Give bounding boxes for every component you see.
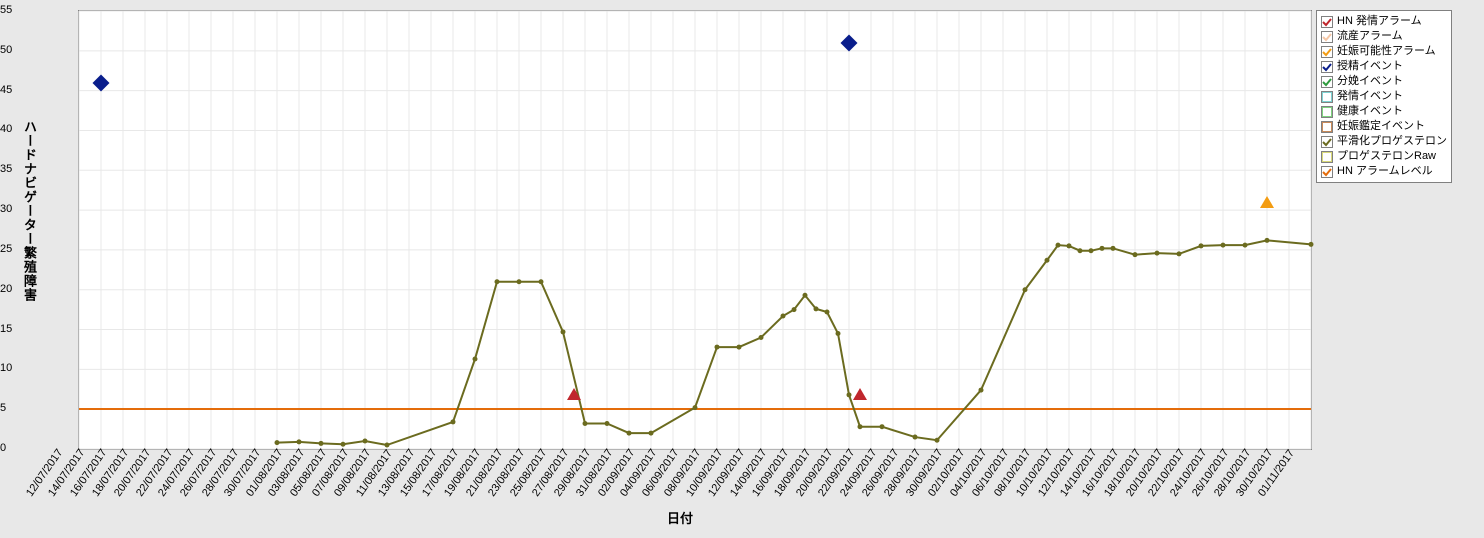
- legend-item[interactable]: 健康イベント: [1321, 104, 1447, 119]
- legend-item[interactable]: プロゲステロンRaw: [1321, 149, 1447, 164]
- legend-label: 分娩イベント: [1337, 74, 1403, 89]
- legend-label: 平滑化プロゲステロン: [1337, 134, 1447, 149]
- legend-swatch: [1321, 136, 1333, 148]
- legend-item[interactable]: 妊娠可能性アラーム: [1321, 44, 1447, 59]
- legend-swatch: [1321, 166, 1333, 178]
- legend-label: プロゲステロンRaw: [1337, 149, 1436, 164]
- legend-item[interactable]: 平滑化プロゲステロン: [1321, 134, 1447, 149]
- legend-item[interactable]: 発情イベント: [1321, 89, 1447, 104]
- legend-swatch: [1321, 121, 1333, 133]
- legend-item[interactable]: 妊娠鑑定イベント: [1321, 119, 1447, 134]
- legend-item[interactable]: HN 発情アラーム: [1321, 14, 1447, 29]
- legend-item[interactable]: HN アラームレベル: [1321, 164, 1447, 179]
- legend-label: 発情イベント: [1337, 89, 1403, 104]
- x-tick-labels: 12/07/201714/07/201716/07/201718/07/2017…: [0, 0, 1484, 538]
- chart-stage: ハードナビゲーター繁殖障害 0510152025303540455055 12/…: [0, 0, 1484, 538]
- legend-swatch: [1321, 91, 1333, 103]
- legend-item[interactable]: 授精イベント: [1321, 59, 1447, 74]
- legend-item[interactable]: 流産アラーム: [1321, 29, 1447, 44]
- legend-label: 授精イベント: [1337, 59, 1403, 74]
- legend-label: 妊娠鑑定イベント: [1337, 119, 1425, 134]
- legend-label: HN アラームレベル: [1337, 164, 1433, 179]
- legend-label: HN 発情アラーム: [1337, 14, 1422, 29]
- legend-swatch: [1321, 46, 1333, 58]
- legend: HN 発情アラーム流産アラーム妊娠可能性アラーム授精イベント分娩イベント発情イベ…: [1316, 10, 1452, 183]
- x-axis-title: 日付: [640, 508, 720, 527]
- legend-swatch: [1321, 151, 1333, 163]
- legend-swatch: [1321, 76, 1333, 88]
- legend-swatch: [1321, 106, 1333, 118]
- legend-swatch: [1321, 61, 1333, 73]
- legend-item[interactable]: 分娩イベント: [1321, 74, 1447, 89]
- legend-label: 妊娠可能性アラーム: [1337, 44, 1436, 59]
- legend-label: 流産アラーム: [1337, 29, 1403, 44]
- legend-label: 健康イベント: [1337, 104, 1403, 119]
- legend-swatch: [1321, 16, 1333, 28]
- legend-swatch: [1321, 31, 1333, 43]
